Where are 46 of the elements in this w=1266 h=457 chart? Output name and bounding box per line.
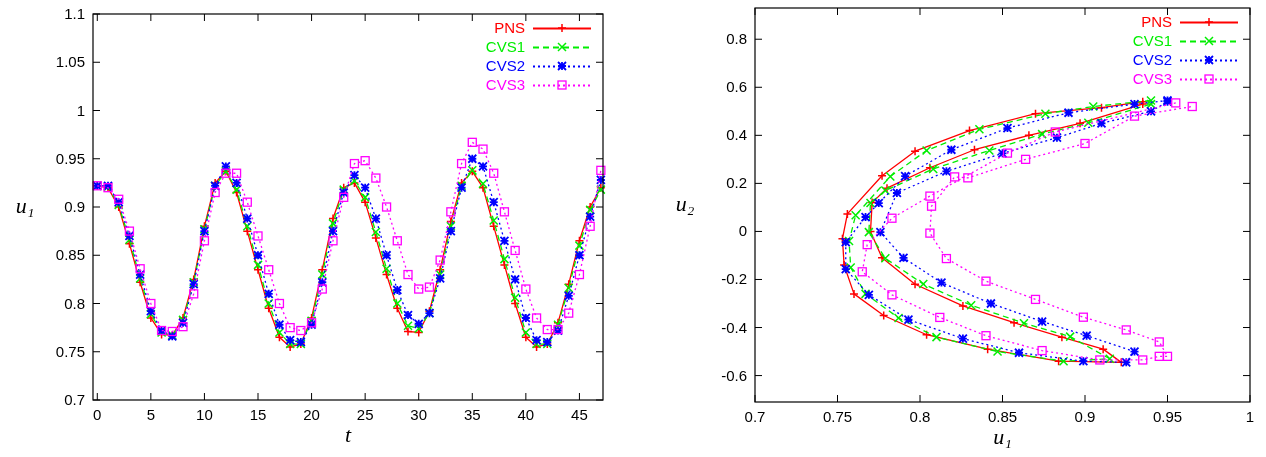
y-tick-label: 0.85 bbox=[55, 246, 85, 264]
y-tick-label: 0.8 bbox=[726, 30, 747, 48]
x-tick-label: 0.85 bbox=[987, 408, 1018, 425]
legend-label: CVS3 bbox=[485, 76, 525, 93]
x-tick-label: 30 bbox=[410, 406, 428, 423]
y-tick-label: 0.2 bbox=[726, 174, 747, 192]
y-tick-label: 0.8 bbox=[64, 294, 85, 312]
x-tick-label: 0.95 bbox=[1152, 408, 1183, 425]
legend-label: CVS2 bbox=[1132, 51, 1172, 68]
x-tick-label: 0.7 bbox=[744, 408, 766, 425]
y-tick-label: 1.1 bbox=[64, 5, 85, 22]
y-tick-label: -0.2 bbox=[721, 270, 747, 288]
text: PNS bbox=[1141, 13, 1172, 30]
y-axis-title: u₂ bbox=[675, 191, 695, 216]
x-tick-label: 5 bbox=[146, 406, 156, 423]
x-axis-title: u₁ bbox=[993, 424, 1012, 449]
x-tick-label: 1 bbox=[1245, 408, 1255, 425]
legend-label: CVS2 bbox=[485, 57, 525, 74]
x-tick-label: 20 bbox=[303, 406, 320, 423]
y-tick-label: 0.95 bbox=[55, 149, 85, 167]
y-tick-label: 1 bbox=[76, 101, 85, 119]
legend-label: CVS3 bbox=[1132, 70, 1172, 87]
y-tick-label: -0.6 bbox=[721, 366, 747, 384]
y-tick-label: 0 bbox=[738, 222, 747, 240]
x-tick-label: 0 bbox=[93, 406, 102, 423]
y-tick-label: -0.4 bbox=[721, 318, 747, 336]
legend-label: CVS1 bbox=[1132, 32, 1172, 49]
x-tick-label: 15 bbox=[249, 406, 267, 423]
x-tick-label: 25 bbox=[356, 406, 374, 423]
x-tick-label: 40 bbox=[517, 406, 535, 423]
y-tick-label: 0.4 bbox=[726, 126, 747, 144]
x-tick-label: 0.8 bbox=[909, 408, 931, 425]
y-tick-label: 0.7 bbox=[64, 391, 85, 408]
y-tick-label: 0.6 bbox=[726, 78, 747, 96]
y-tick-label: 0.9 bbox=[64, 198, 85, 215]
y-tick-label: 1.05 bbox=[55, 53, 85, 71]
legend-label: CVS1 bbox=[485, 38, 525, 55]
x-axis-title: t bbox=[344, 422, 352, 447]
x-tick-label: 35 bbox=[463, 406, 481, 423]
x-tick-label: 10 bbox=[196, 406, 213, 423]
x-tick-label: 45 bbox=[571, 406, 588, 423]
x-tick-label: 0.9 bbox=[1074, 408, 1096, 425]
text: PNS bbox=[494, 19, 525, 36]
y-tick-label: 0.75 bbox=[55, 342, 85, 360]
x-tick-label: 0.75 bbox=[822, 408, 853, 425]
y-axis-title: u₁ bbox=[15, 193, 35, 218]
